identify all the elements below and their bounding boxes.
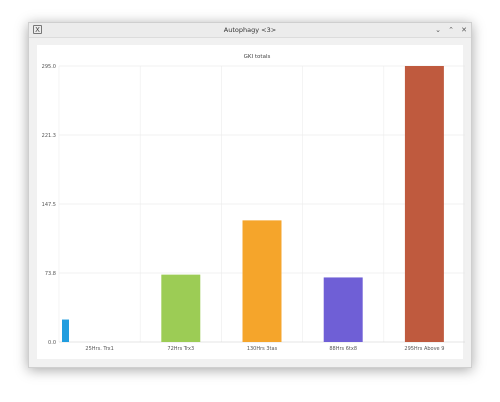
y-tick-label: 295.0 bbox=[42, 64, 56, 70]
bar[interactable] bbox=[242, 220, 282, 342]
y-tick-label: 147.5 bbox=[42, 202, 56, 208]
x-tick-label: 72Hrs Trx3 bbox=[167, 346, 194, 352]
bar[interactable] bbox=[323, 277, 363, 342]
bar[interactable] bbox=[62, 319, 69, 342]
title-bar[interactable]: X Autophagy <3> ⌄ ⌃ ✕ bbox=[29, 23, 471, 38]
x-tick-label: 88Hrs 6tx8 bbox=[329, 346, 357, 352]
bar-chart: GKI totals 0.0 73.8 147.5 221.3 295.0 25Hrs.… bbox=[42, 54, 466, 352]
y-tick-label: 73.8 bbox=[45, 271, 56, 277]
x-tick-label: 130Hrs 3tas bbox=[247, 346, 278, 352]
maximize-chevron-up-icon[interactable]: ⌃ bbox=[448, 26, 454, 34]
chart-area: GKI totals 0.0 73.8 147.5 221.3 295.0 25Hrs.… bbox=[37, 45, 466, 359]
x-app-icon: X bbox=[33, 25, 42, 34]
app-window: X Autophagy <3> ⌄ ⌃ ✕ GKI totals 0.0 73.8… bbox=[28, 22, 472, 368]
chart-title: GKI totals bbox=[244, 54, 271, 60]
window-title: Autophagy <3> bbox=[223, 26, 277, 34]
bar[interactable] bbox=[404, 66, 444, 342]
chart-bars bbox=[62, 66, 444, 342]
y-axis: 0.0 73.8 147.5 221.3 295.0 bbox=[42, 64, 56, 346]
bar[interactable] bbox=[161, 274, 201, 342]
x-axis: 25Hrs. Trx1 72Hrs Trx3 130Hrs 3tas 88Hrs 6t… bbox=[85, 346, 444, 352]
x-tick-label: 295Hrs Above 9 bbox=[404, 346, 444, 352]
y-tick-label: 221.3 bbox=[42, 133, 56, 139]
y-tick-label: 0.0 bbox=[48, 340, 56, 346]
window-controls: ⌄ ⌃ ✕ bbox=[435, 23, 467, 37]
close-icon[interactable]: ✕ bbox=[461, 26, 467, 34]
minimize-chevron-down-icon[interactable]: ⌄ bbox=[435, 26, 441, 34]
x-tick-label: 25Hrs. Trx1 bbox=[85, 346, 113, 352]
